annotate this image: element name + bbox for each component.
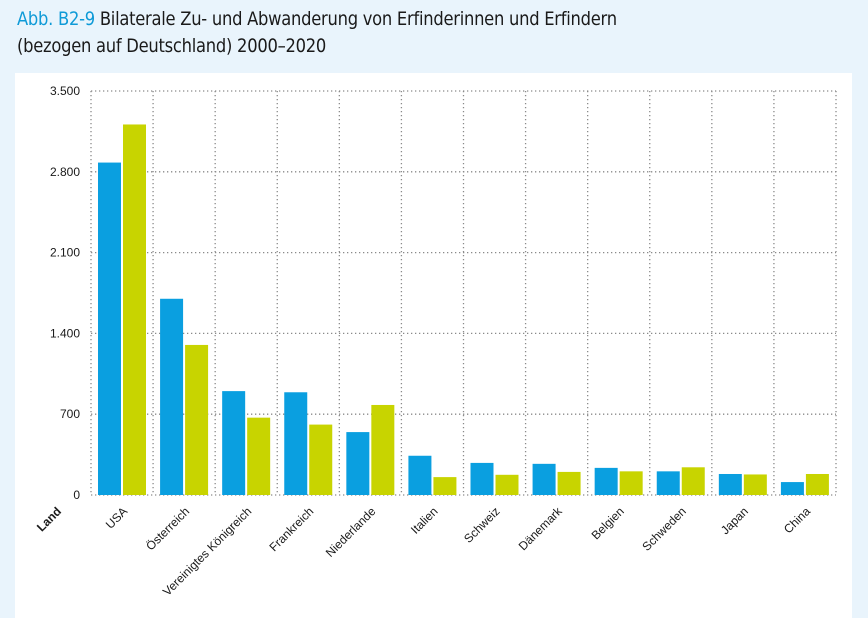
y-tick-label: 3.500	[50, 84, 80, 98]
bar-green	[247, 417, 271, 495]
bars	[98, 124, 829, 495]
bar-green	[743, 474, 767, 495]
y-tick-label: 2.100	[50, 246, 80, 260]
figure-title: Abb. B2-9 Bilaterale Zu- und Abwanderung…	[17, 6, 617, 60]
bar-blue	[346, 432, 370, 495]
bar-blue	[718, 473, 742, 495]
grid-lines	[90, 90, 837, 496]
bar-blue	[408, 455, 432, 495]
bar-green	[123, 124, 146, 495]
bar-green	[495, 474, 519, 495]
x-tick-label: Schweiz	[461, 504, 502, 545]
x-tick-label: Österreich	[143, 504, 192, 553]
x-tick-label: Dänemark	[516, 504, 566, 554]
bar-green	[619, 471, 643, 495]
figure-number: Abb. B2-9	[17, 8, 95, 30]
bar-blue	[656, 471, 680, 495]
bar-blue	[532, 463, 556, 495]
bar-green	[557, 471, 581, 495]
bar-green	[185, 344, 209, 495]
x-tick-label: Italien	[408, 504, 441, 537]
bar-green	[433, 477, 457, 495]
x-axis-title: Land	[34, 504, 64, 534]
x-tick-label: Schweden	[639, 504, 689, 554]
bar-blue	[780, 482, 804, 495]
chart-panel	[15, 73, 852, 618]
bar-blue	[160, 298, 184, 495]
bar-green	[681, 467, 705, 495]
title-line-1: Bilaterale Zu- und Abwanderung von Erfin…	[94, 8, 617, 30]
bar-green	[371, 404, 395, 495]
bar-blue	[98, 162, 121, 495]
x-tick-label: USA	[103, 504, 130, 531]
bar-blue	[284, 392, 308, 495]
title-line-2: (bezogen auf Deutschland) 2000–2020	[17, 35, 327, 57]
x-tick-label: Frankreich	[266, 504, 316, 554]
x-tick-label: China	[781, 504, 813, 536]
bar-green	[805, 473, 829, 495]
y-tick-label: 0	[73, 488, 80, 502]
bar-blue	[222, 391, 246, 495]
x-tick-label: Niederlande	[323, 504, 379, 560]
y-tick-label: 700	[60, 407, 80, 421]
x-tick-label: Japan	[718, 504, 751, 537]
bar-blue	[470, 462, 494, 495]
y-tick-label: 1.400	[50, 326, 80, 340]
y-tick-label: 2.800	[50, 165, 80, 179]
x-tick-label: Belgien	[589, 504, 627, 542]
bar-blue	[594, 467, 618, 495]
y-axis-ticks: 0 700 1.400 2.100 2.800 3.500	[50, 84, 80, 502]
bar-green	[309, 424, 333, 495]
